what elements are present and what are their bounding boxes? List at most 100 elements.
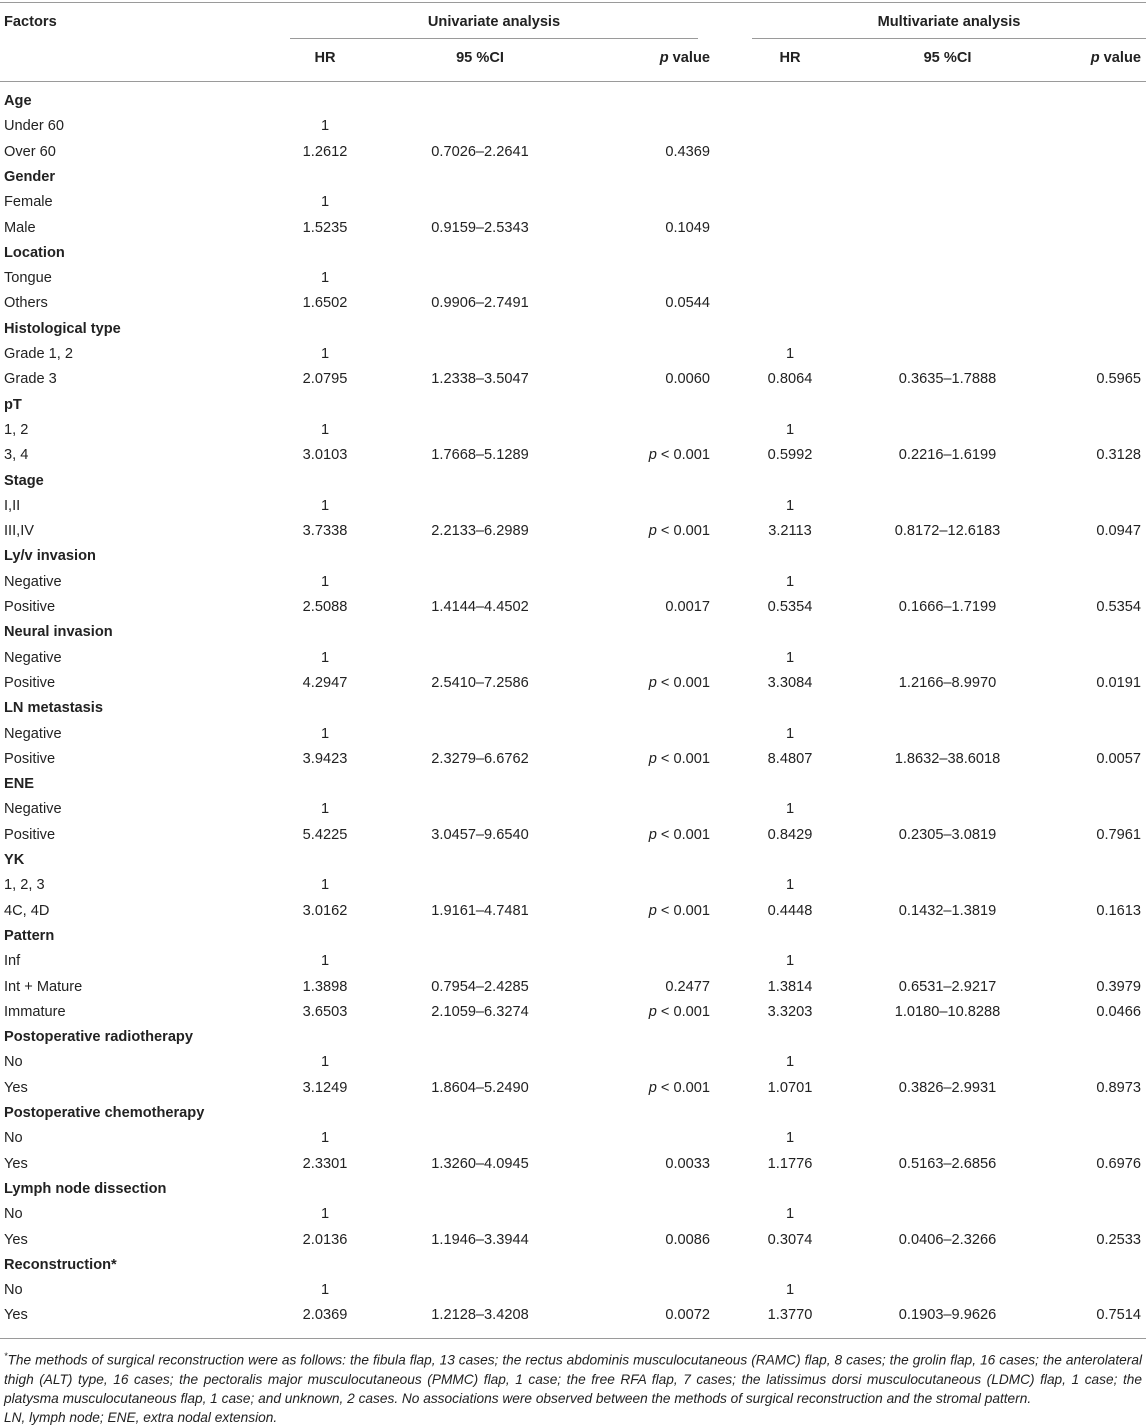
hr-univariate-cell: 1 [320, 953, 330, 970]
hr-univariate-cell: 1 [320, 270, 330, 287]
factor-level-label: Positive [4, 826, 56, 843]
ci-header-multivariate: 95 %CI [923, 50, 972, 66]
factor-group-label: Neural invasion [4, 624, 113, 641]
factor-group-label: Histological type [4, 320, 121, 337]
table-row: 1, 2, 3 1 1 [0, 873, 1146, 898]
hr-multivariate-cell: 1 [785, 877, 795, 894]
ci-univariate-cell: 1.1946–3.3944 [431, 1231, 529, 1248]
factor-level-label: Int + Mature [4, 978, 83, 995]
hr-univariate-cell: 1 [320, 573, 330, 590]
factor-level-label: Negative [4, 573, 62, 590]
factor-level-label: Grade 1, 2 [4, 346, 73, 362]
hr-multivariate-cell: 0.8429 [767, 826, 813, 843]
multivariate-header: Multivariate analysis [877, 14, 1021, 30]
table-row: I,II 1 1 [0, 494, 1146, 519]
hr-univariate-cell: 3.1249 [302, 1079, 348, 1096]
factor-group-label: ENE [4, 776, 35, 793]
p-threshold: < 0.001 [656, 523, 710, 540]
ci-multivariate-cell: 0.1666–1.7199 [898, 599, 997, 615]
p-symbol: p [648, 1003, 657, 1020]
p-symbol: p [648, 674, 657, 691]
p-value-univariate-cell: 0.0060 [665, 371, 710, 388]
group-header-row: Neural invasion [0, 620, 1146, 645]
hr-multivariate-cell: 1.1776 [767, 1155, 813, 1172]
hr-univariate-cell: 2.5088 [302, 599, 348, 615]
factor-level-label: No [4, 1054, 23, 1071]
p-value-multivariate-cell: 0.5965 [1096, 371, 1141, 388]
p-value-univariate-cell: p < 0.001 [590, 1000, 710, 1025]
table-row: Yes 2.0136 1.1946–3.3944 0.0086 0.3074 0.0406… [0, 1228, 1146, 1253]
factor-group-label: Gender [4, 168, 56, 185]
hr-univariate-cell: 1 [320, 421, 330, 438]
hr-univariate-cell: 1.2612 [302, 143, 348, 160]
hr-multivariate-cell: 1 [785, 421, 795, 438]
factor-group-label: LN metastasis [4, 700, 103, 717]
factor-level-label: Female [4, 194, 53, 211]
hr-univariate-cell: 1 [320, 801, 330, 818]
hr-multivariate-cell: 1.0701 [767, 1079, 813, 1096]
p-threshold: < 0.001 [656, 1079, 710, 1096]
table-row: 3, 4 3.0103 1.7668–5.1289 p < 0.001 0.5992 0.… [0, 443, 1146, 468]
table-row: Positive 5.4225 3.0457–9.6540 p < 0.001 0.84… [0, 823, 1146, 848]
p-symbol: p [648, 902, 657, 919]
p-threshold: < 0.001 [656, 826, 710, 843]
factor-group-label: Reconstruction* [4, 1256, 117, 1273]
table-row: Negative 1 1 [0, 797, 1146, 822]
hr-univariate-cell: 1 [320, 877, 330, 894]
p-symbol: p [648, 523, 657, 540]
factor-level-label: Yes [4, 1231, 28, 1248]
hr-univariate-cell: 1 [320, 497, 330, 514]
hr-multivariate-cell: 0.5354 [767, 599, 813, 615]
factor-level-label: Inf [4, 953, 21, 970]
group-header-row: Age [0, 89, 1146, 114]
multivariate-underline [752, 38, 1146, 39]
table-row: Yes 2.0369 1.2128–3.4208 0.0072 1.3770 0.1903… [0, 1303, 1146, 1328]
factor-level-label: No [4, 1130, 23, 1147]
factor-level-label: Others [4, 295, 48, 312]
ci-multivariate-cell: 0.3826–2.9931 [898, 1079, 997, 1096]
table-row: Negative 1 1 [0, 722, 1146, 747]
p-value-multivariate-cell: 0.3979 [1096, 978, 1141, 995]
p-value-univariate-cell: 0.0072 [665, 1307, 710, 1324]
ci-univariate-cell: 2.2133–6.2989 [431, 523, 529, 540]
hr-multivariate-cell: 1 [785, 346, 795, 362]
group-header-row: Ly/v invasion [0, 544, 1146, 569]
ci-univariate-cell: 0.9906–2.7491 [431, 295, 529, 312]
hr-univariate-cell: 2.3301 [302, 1155, 348, 1172]
factor-level-label: Tongue [4, 270, 52, 287]
table-row: Inf 1 1 [0, 949, 1146, 974]
p-value-multivariate-cell: 0.2533 [1096, 1231, 1141, 1248]
factor-group-label: Lymph node dissection [4, 1180, 167, 1197]
hr-univariate-cell: 3.6503 [302, 1003, 348, 1020]
factor-level-label: Over 60 [4, 143, 56, 160]
hr-multivariate-cell: 1 [785, 801, 795, 818]
hr-univariate-cell: 1 [320, 649, 330, 666]
p-header-multivariate: p value [1090, 50, 1141, 66]
p-value-univariate-cell: p < 0.001 [590, 823, 710, 848]
ci-univariate-cell: 0.7954–2.4285 [431, 978, 529, 995]
group-header-row: Lymph node dissection [0, 1177, 1146, 1202]
table-row: Negative 1 1 [0, 646, 1146, 671]
p-threshold: < 0.001 [656, 1003, 710, 1020]
table-row: Male 1.5235 0.9159–2.5343 0.1049 [0, 216, 1146, 241]
factor-level-label: Positive [4, 750, 56, 767]
p-value-multivariate-cell: 0.7514 [1096, 1307, 1141, 1324]
p-value-multivariate-cell: 0.8973 [1096, 1079, 1141, 1096]
table-row: III,IV 3.7338 2.2133–6.2989 p < 0.001 3.2113… [0, 519, 1146, 544]
hr-multivariate-cell: 1 [785, 725, 795, 742]
hr-univariate-cell: 4.2947 [302, 674, 348, 691]
factor-level-label: Negative [4, 801, 62, 818]
p-value-univariate-cell: 0.0017 [665, 599, 710, 615]
factors-header: Factors [4, 14, 57, 30]
p-value-univariate-cell: 0.2477 [665, 978, 710, 995]
hr-multivariate-cell: 1 [785, 573, 795, 590]
hr-univariate-cell: 2.0795 [302, 371, 348, 388]
hr-univariate-cell: 1 [320, 118, 330, 135]
hr-multivariate-cell: 1 [785, 1206, 795, 1223]
p-threshold: < 0.001 [656, 902, 710, 919]
ci-univariate-cell: 2.5410–7.2586 [431, 674, 529, 691]
ci-univariate-cell: 1.4144–4.4502 [431, 599, 529, 615]
ci-multivariate-cell: 1.8632–38.6018 [894, 750, 1001, 767]
factor-level-label: Positive [4, 599, 56, 615]
p-value-multivariate-cell: 0.5354 [1096, 599, 1141, 615]
